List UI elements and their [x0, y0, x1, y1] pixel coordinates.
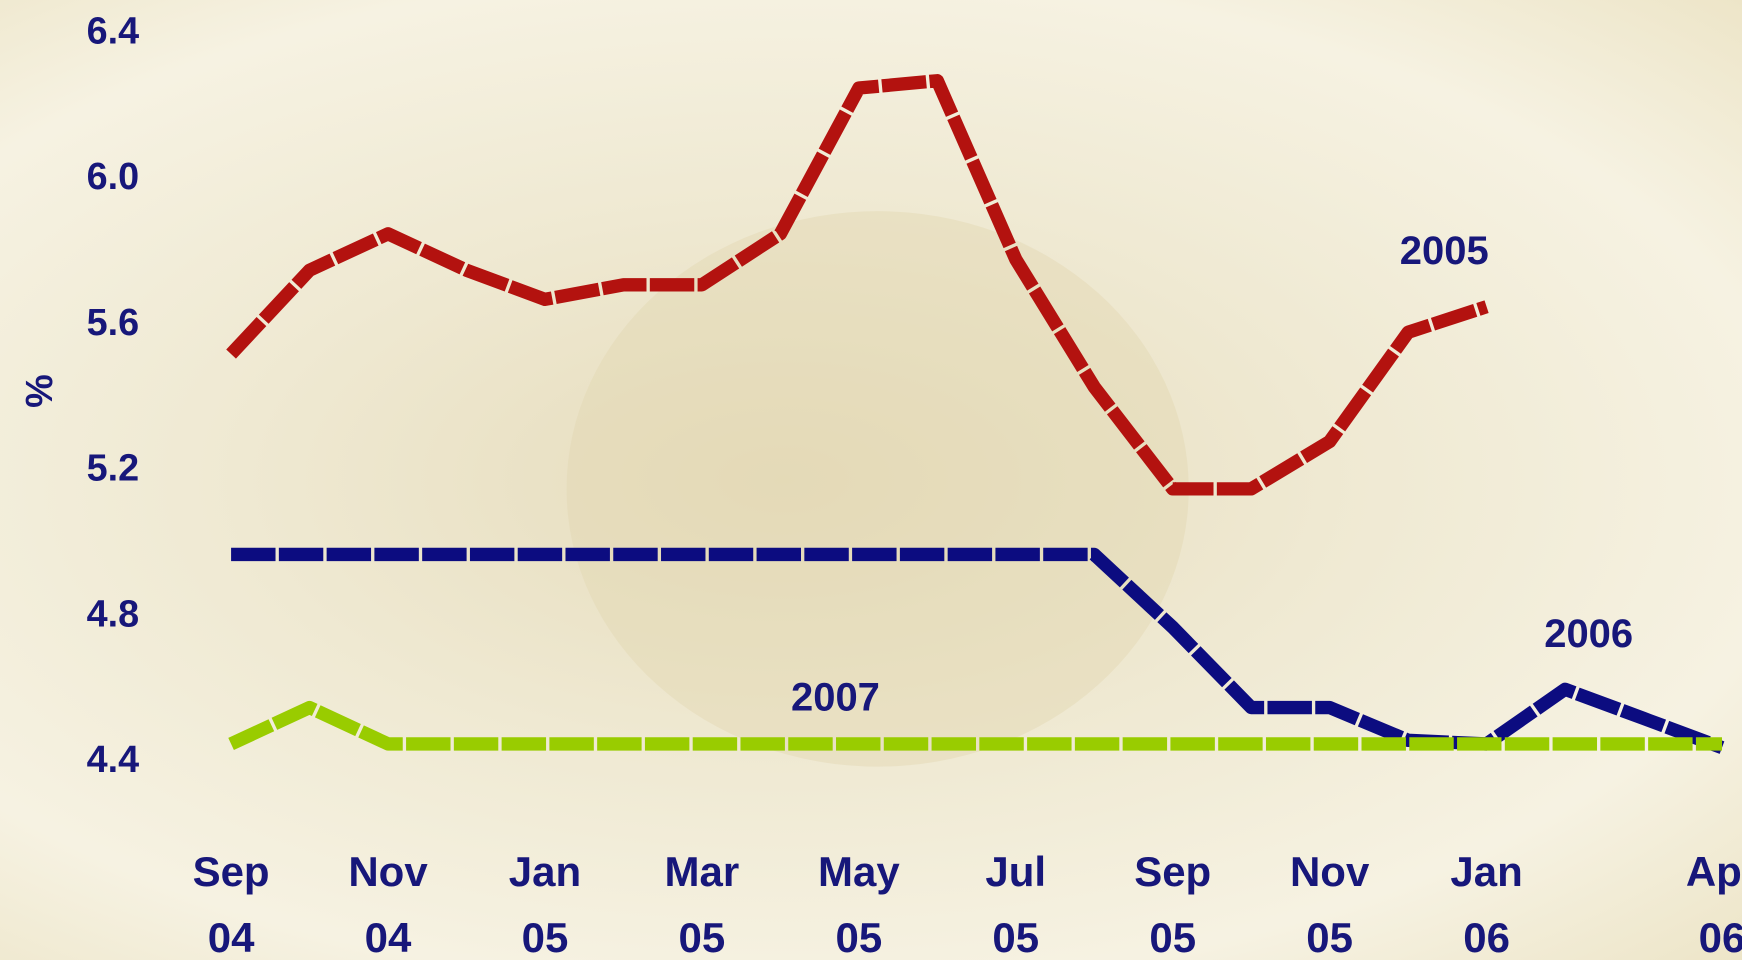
y-tick-label: 4.8 [87, 593, 140, 635]
y-tick-label: 4.4 [87, 739, 140, 781]
x-tick-label: Nov 04 [333, 839, 443, 960]
x-tick-label: Sep 04 [176, 839, 286, 960]
x-tick-label: Jan 06 [1432, 839, 1542, 960]
y-tick-label: 5.2 [87, 448, 140, 490]
y-axis-label: % [19, 374, 61, 408]
plot: % 4.4 4.8 5.2 5.6 6.0 6.4 2005 2006 2007 [0, 0, 1742, 960]
x-tick-label: May 05 [804, 839, 914, 960]
series-label: 2007 [791, 676, 880, 720]
x-tick-label: Nov 05 [1275, 839, 1385, 960]
x-tick-label: Mar 05 [647, 839, 757, 960]
y-tick-label: 6.4 [87, 10, 140, 52]
y-tick-label: 5.6 [87, 302, 140, 344]
y-tick-label: 6.0 [87, 156, 140, 198]
chart: % 4.4 4.8 5.2 5.6 6.0 6.4 2005 2006 2007 Sep 04 N… [0, 0, 1742, 960]
series-label: 2005 [1400, 229, 1489, 273]
x-tick-label: Sep 05 [1118, 839, 1228, 960]
x-tick-label: Jan 05 [490, 839, 600, 960]
x-tick-label: Jul 05 [961, 839, 1071, 960]
series-label: 2006 [1544, 612, 1633, 656]
x-tick-label: Apr 06 [1667, 839, 1742, 960]
